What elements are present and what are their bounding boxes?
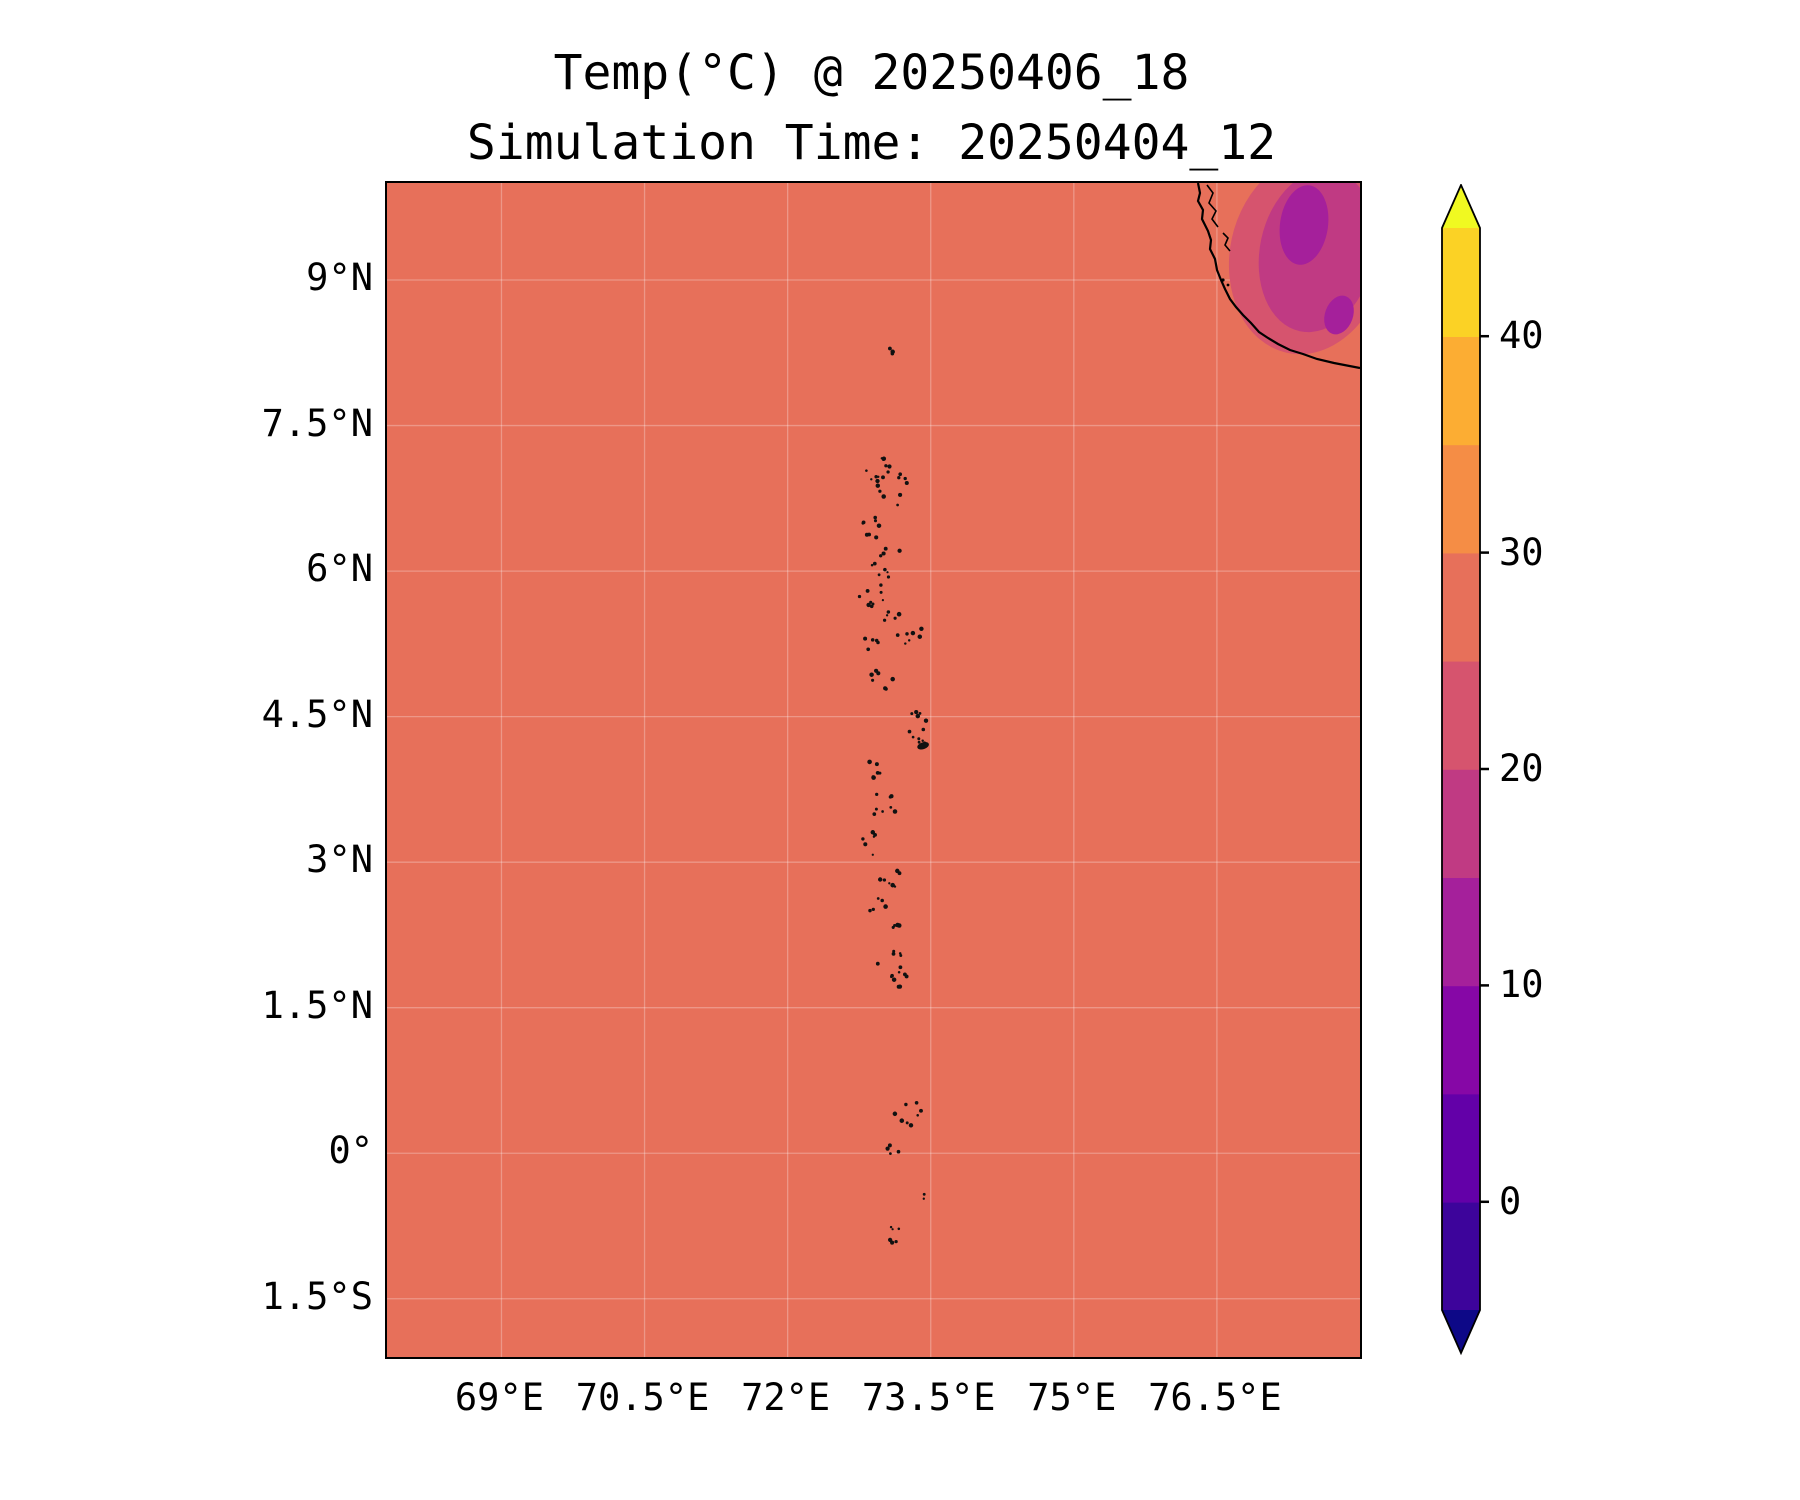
y-axis-tick-label: 1.5°N — [261, 983, 373, 1027]
x-axis-tick-label: 70.5°E — [575, 1376, 710, 1419]
cool-temperature-patch-western-ghats — [1228, 183, 1360, 355]
map-plot-area — [385, 181, 1362, 1359]
india-coastline — [1196, 183, 1360, 370]
colorbar-tick-label: 30 — [1499, 530, 1544, 574]
figure-subtitle: Simulation Time: 20250404_12 — [466, 115, 1277, 171]
colorbar-extend-over — [1442, 185, 1480, 228]
figure-title: Temp(°C) @ 20250406_18 — [553, 45, 1190, 101]
x-axis-tick-label: 76.5°E — [1148, 1376, 1282, 1419]
map-gridlines — [387, 183, 1360, 1357]
maldives-atoll-specks — [857, 346, 929, 1245]
figure-title-block: Temp(°C) @ 20250406_18 Simulation Time: … — [385, 38, 1358, 178]
colorbar-tick-label: 10 — [1499, 963, 1544, 1007]
y-axis-tick-label: 0° — [328, 1129, 373, 1173]
colorbar-extend-under — [1442, 1310, 1480, 1353]
coastal-lagoon-outlines — [1206, 184, 1231, 287]
y-axis-tick-label: 6°N — [306, 547, 373, 591]
y-axis-tick-label: 3°N — [306, 838, 373, 882]
x-axis-tick-label: 75°E — [1027, 1376, 1117, 1419]
x-axis-tick-label: 69°E — [454, 1376, 545, 1419]
x-axis-tick-label: 72°E — [741, 1376, 831, 1419]
x-axis-tick-label: 73.5°E — [861, 1376, 996, 1419]
y-axis-tick-label: 4.5°N — [261, 692, 373, 736]
colorbar-tick-label: 20 — [1499, 747, 1544, 790]
colorbar-tick-label: 0 — [1499, 1179, 1522, 1223]
y-axis-tick-label: 9°N — [306, 256, 373, 300]
colorbar-outline — [1441, 184, 1481, 1356]
y-axis-tick-label: 7.5°N — [261, 401, 373, 445]
colorbar — [1441, 184, 1489, 1356]
colorbar-tick-label: 40 — [1499, 314, 1544, 358]
y-axis-tick-label: 1.5°S — [261, 1274, 373, 1318]
map-canvas — [387, 183, 1360, 1357]
